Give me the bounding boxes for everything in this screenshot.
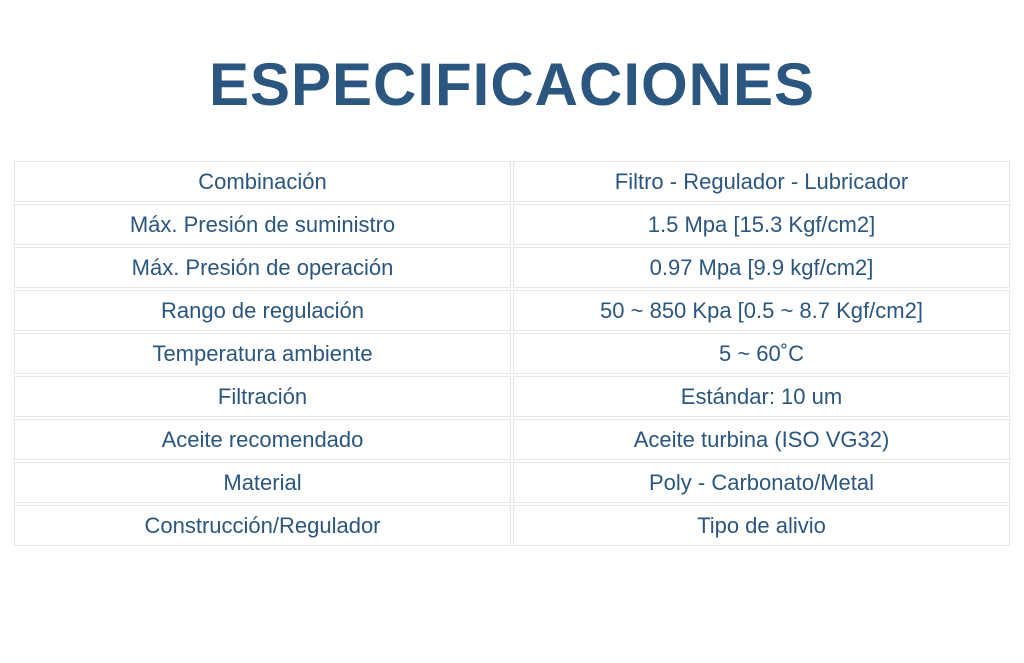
spec-label: Combinación xyxy=(14,161,511,202)
spec-label: Material xyxy=(14,462,511,503)
table-row: CombinaciónFiltro - Regulador - Lubricad… xyxy=(14,161,1010,202)
spec-label: Máx. Presión de suministro xyxy=(14,204,511,245)
spec-value: Poly - Carbonato/Metal xyxy=(513,462,1010,503)
spec-label: Aceite recomendado xyxy=(14,419,511,460)
spec-label: Rango de regulación xyxy=(14,290,511,331)
page-title: ESPECIFICACIONES xyxy=(209,50,815,119)
spec-value: Estándar: 10 um xyxy=(513,376,1010,417)
spec-value: 0.97 Mpa [9.9 kgf/cm2] xyxy=(513,247,1010,288)
spec-label: Máx. Presión de operación xyxy=(14,247,511,288)
specifications-table: CombinaciónFiltro - Regulador - Lubricad… xyxy=(12,159,1012,548)
table-row: Rango de regulación50 ~ 850 Kpa [0.5 ~ 8… xyxy=(14,290,1010,331)
spec-label: Filtración xyxy=(14,376,511,417)
table-row: Máx. Presión de operación0.97 Mpa [9.9 k… xyxy=(14,247,1010,288)
spec-value: 5 ~ 60˚C xyxy=(513,333,1010,374)
spec-table-body: CombinaciónFiltro - Regulador - Lubricad… xyxy=(14,161,1010,546)
table-row: FiltraciónEstándar: 10 um xyxy=(14,376,1010,417)
table-row: Máx. Presión de suministro1.5 Mpa [15.3 … xyxy=(14,204,1010,245)
table-row: MaterialPoly - Carbonato/Metal xyxy=(14,462,1010,503)
spec-value: Tipo de alivio xyxy=(513,505,1010,546)
spec-value: Filtro - Regulador - Lubricador xyxy=(513,161,1010,202)
spec-value: 50 ~ 850 Kpa [0.5 ~ 8.7 Kgf/cm2] xyxy=(513,290,1010,331)
spec-value: Aceite turbina (ISO VG32) xyxy=(513,419,1010,460)
table-row: Construcción/ReguladorTipo de alivio xyxy=(14,505,1010,546)
spec-value: 1.5 Mpa [15.3 Kgf/cm2] xyxy=(513,204,1010,245)
table-row: Temperatura ambiente5 ~ 60˚C xyxy=(14,333,1010,374)
spec-label: Temperatura ambiente xyxy=(14,333,511,374)
table-row: Aceite recomendadoAceite turbina (ISO VG… xyxy=(14,419,1010,460)
spec-label: Construcción/Regulador xyxy=(14,505,511,546)
